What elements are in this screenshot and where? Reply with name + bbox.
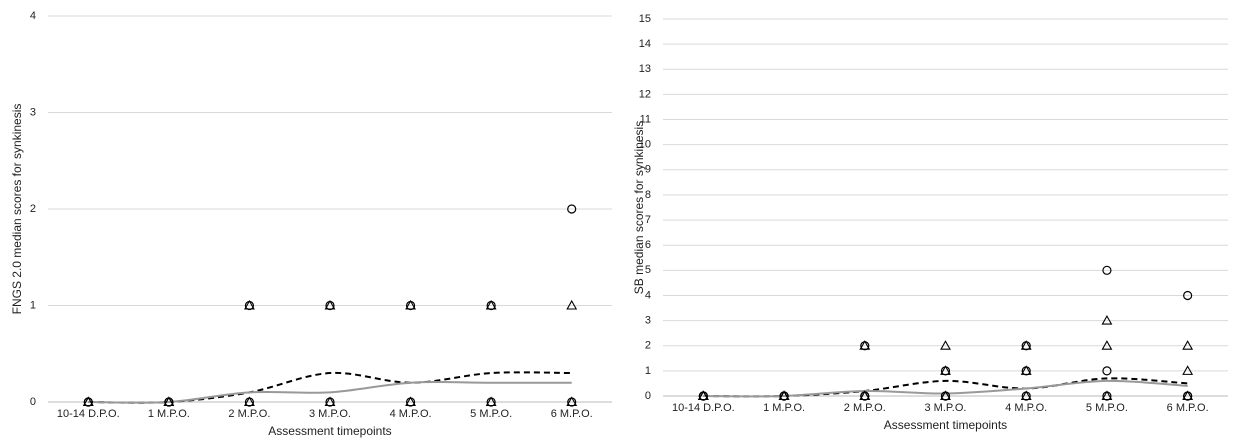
x-tick-label: 2 M.P.O. — [844, 402, 886, 414]
y-tick-label: 15 — [639, 13, 651, 25]
y-axis-label: SB median scores for synkinesis — [632, 121, 646, 294]
y-tick-label: 3 — [30, 106, 36, 118]
circle-marker — [1102, 366, 1112, 376]
x-tick-label: 3 M.P.O. — [309, 408, 351, 420]
triangle-marker — [324, 396, 336, 407]
triangle-marker — [1101, 314, 1113, 325]
triangle-marker — [1182, 390, 1194, 401]
y-tick-label: 8 — [645, 189, 651, 201]
trend-line — [703, 379, 1188, 398]
y-tick-label: 1 — [645, 365, 651, 377]
triangle-marker — [405, 396, 417, 407]
trend-line — [88, 380, 572, 404]
triangle-marker — [163, 396, 175, 407]
triangle-marker — [1101, 340, 1113, 350]
triangle-marker — [1020, 340, 1032, 350]
x-tick-label: 6 M.P.O. — [1167, 402, 1209, 414]
y-tick-label: 1 — [30, 299, 36, 311]
y-tick-label: 2 — [30, 203, 36, 215]
y-tick-label: 0 — [645, 390, 651, 402]
y-tick-label: 13 — [639, 63, 651, 75]
triangle-marker — [566, 396, 578, 407]
triangle-marker — [1182, 340, 1194, 350]
triangle-marker — [940, 365, 951, 375]
y-tick-label: 10 — [639, 139, 651, 151]
triangle-marker — [1182, 365, 1194, 375]
circle-marker — [567, 204, 577, 214]
triangle-marker — [1101, 390, 1113, 401]
x-tick-label: 2 M.P.O. — [228, 408, 270, 420]
y-tick-label: 11 — [640, 113, 651, 125]
circle-marker — [1183, 290, 1193, 301]
y-tick-label: 5 — [645, 264, 651, 276]
triangle-marker — [485, 299, 497, 310]
y-tick-label: 2 — [645, 340, 651, 352]
x-tick-label: 4 M.P.O. — [1005, 402, 1047, 414]
x-tick-label: 3 M.P.O. — [925, 402, 967, 414]
y-tick-label: 4 — [30, 10, 36, 22]
triangle-marker — [778, 390, 790, 401]
x-tick-label: 5 M.P.O. — [1086, 402, 1128, 414]
x-axis-label: Assessment timepoints — [884, 418, 1007, 432]
triangle-marker — [1020, 390, 1032, 401]
triangle-marker — [566, 299, 578, 310]
circle-marker — [1102, 265, 1112, 275]
triangle-marker — [324, 299, 336, 310]
y-tick-label: 4 — [645, 289, 651, 301]
triangle-marker — [82, 396, 94, 407]
triangle-marker — [243, 396, 255, 407]
x-tick-label: 1 M.P.O. — [763, 402, 805, 414]
y-tick-label: 7 — [645, 214, 651, 226]
triangle-marker — [940, 390, 951, 401]
triangle-marker — [697, 390, 709, 401]
x-tick-label: 10-14 D.P.O. — [57, 408, 120, 420]
triangle-marker — [1020, 365, 1032, 375]
y-tick-label: 3 — [645, 315, 651, 327]
x-tick-label: 4 M.P.O. — [390, 408, 432, 420]
triangle-marker — [859, 390, 871, 401]
x-tick-label: 6 M.P.O. — [551, 408, 593, 420]
triangle-marker — [859, 340, 871, 350]
y-tick-label: 12 — [639, 88, 651, 100]
x-tick-label: 5 M.P.O. — [470, 408, 512, 420]
triangle-marker — [940, 340, 951, 350]
triangle-marker — [485, 396, 497, 407]
x-axis-label: Assessment timepoints — [268, 424, 391, 438]
y-axis-label: FNGS 2.0 median scores for synkinesis — [10, 104, 24, 315]
y-tick-label: 6 — [645, 239, 651, 251]
triangle-marker — [405, 299, 417, 310]
triangle-marker — [243, 299, 255, 310]
y-tick-label: 9 — [645, 164, 651, 176]
y-tick-label: 0 — [30, 396, 36, 408]
x-tick-label: 10-14 D.P.O. — [672, 402, 735, 414]
x-tick-label: 1 M.P.O. — [148, 408, 190, 420]
y-tick-label: 14 — [639, 38, 651, 50]
